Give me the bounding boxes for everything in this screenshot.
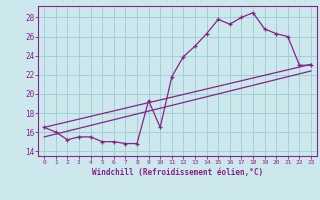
X-axis label: Windchill (Refroidissement éolien,°C): Windchill (Refroidissement éolien,°C) (92, 168, 263, 177)
